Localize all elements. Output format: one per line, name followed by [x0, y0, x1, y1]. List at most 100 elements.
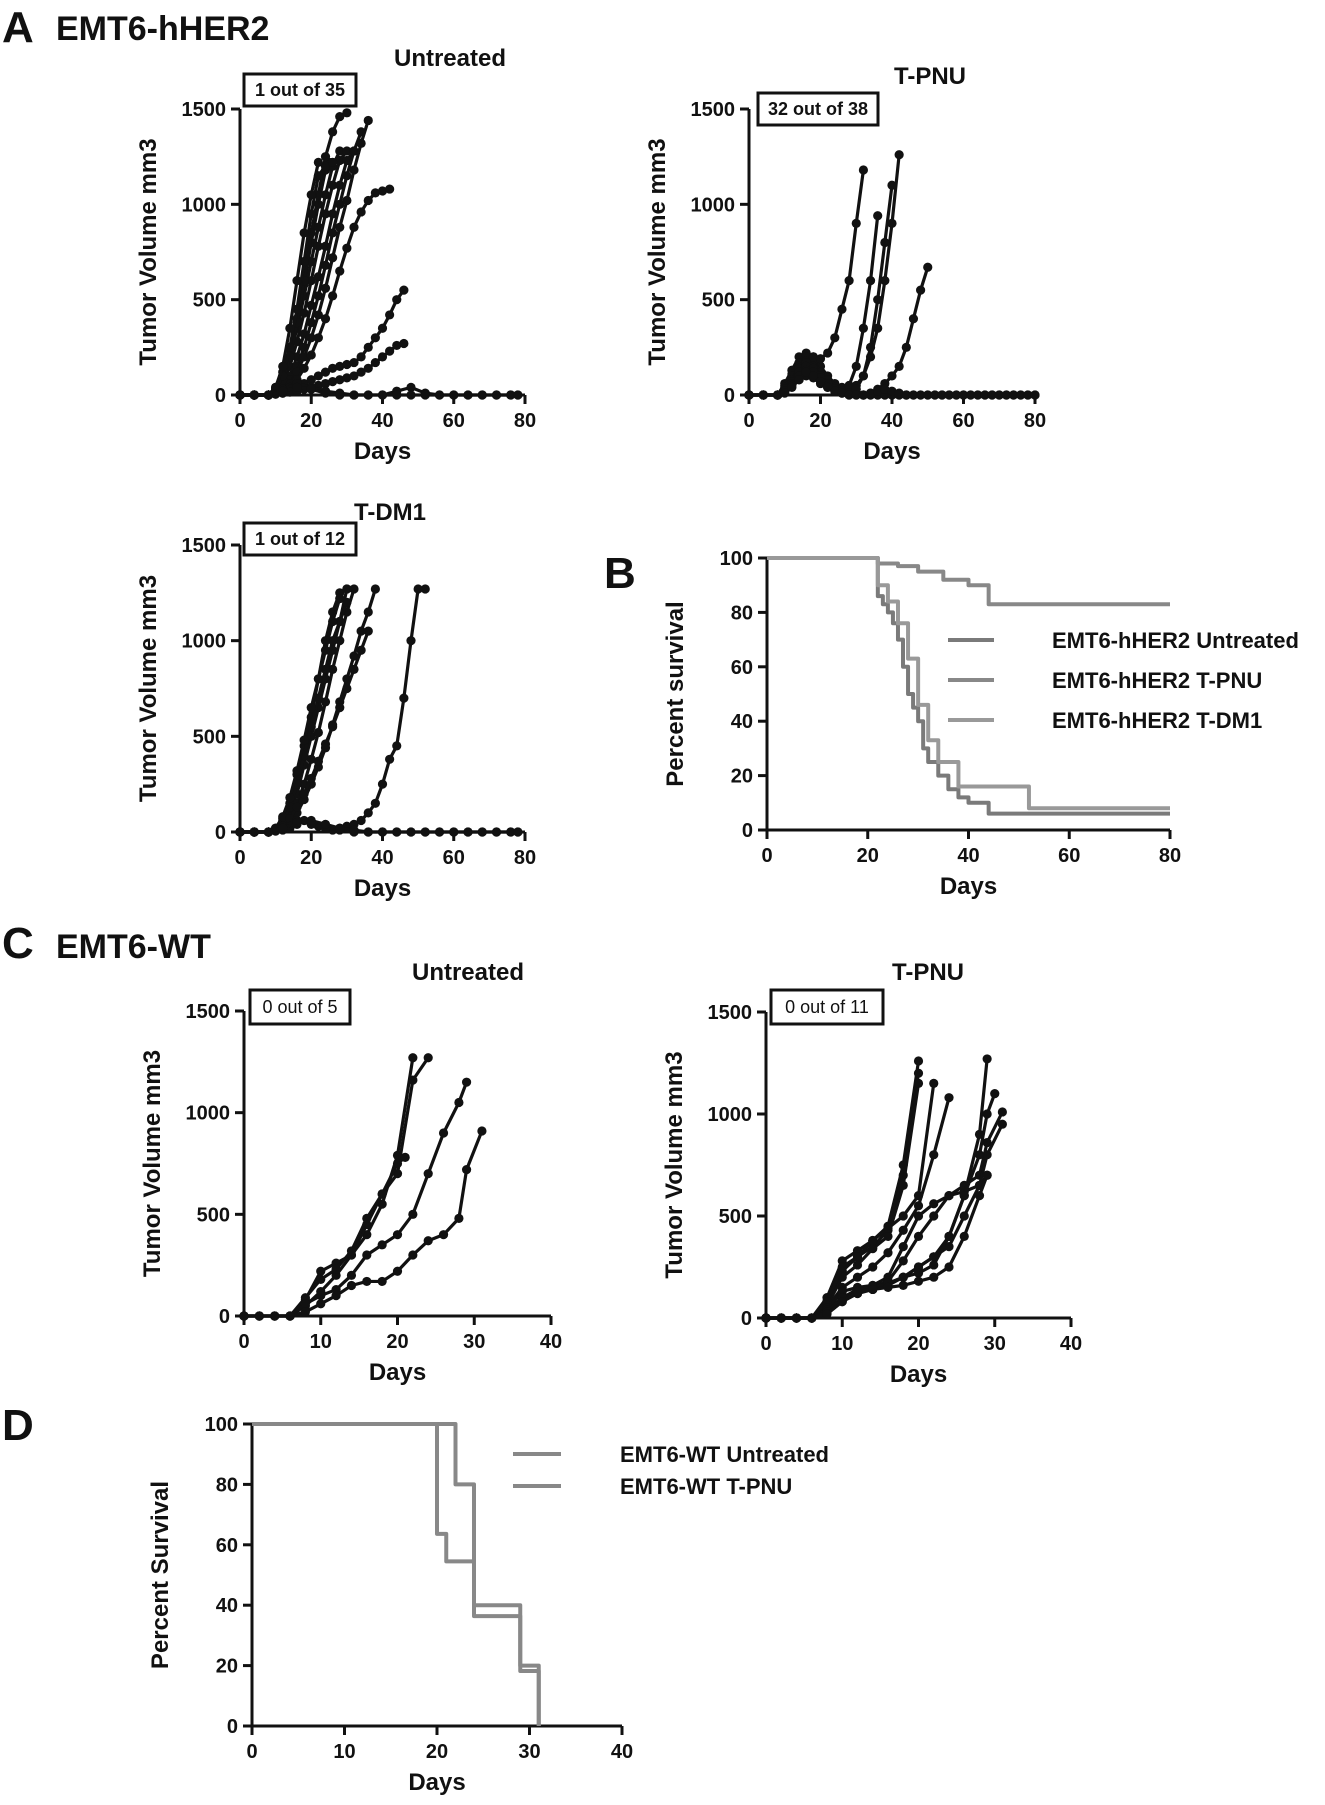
chart-a_untreated: 0 20 40 60 80 0 500 1000 1500 Days Tumor Volume mm…	[135, 45, 536, 465]
legend-label: EMT6-hHER2 T-DM1	[1052, 708, 1262, 733]
annotation-text: 32 out of 38	[768, 99, 868, 119]
y-tick-label: 500	[197, 1204, 230, 1226]
y-tick-label: 60	[731, 657, 753, 679]
data-point	[477, 827, 487, 837]
data-point	[929, 1199, 939, 1209]
data-point	[420, 827, 430, 837]
data-point	[263, 827, 274, 837]
x-tick-label: 80	[514, 847, 536, 869]
panel-heading-c: EMT6-WT	[56, 928, 211, 966]
annotation-box	[248, 988, 352, 1026]
data-point	[491, 390, 502, 400]
data-point	[913, 1211, 924, 1221]
data-point	[328, 157, 338, 167]
data-point	[342, 359, 352, 370]
data-point	[399, 338, 409, 349]
x-tick-label: 60	[952, 410, 974, 432]
data-point	[346, 1270, 357, 1280]
data-point	[363, 808, 373, 818]
data-point	[328, 209, 338, 219]
y-tick-label: 0	[215, 822, 226, 844]
data-point	[807, 1313, 817, 1323]
panel-label-b: B	[604, 549, 636, 598]
y-axis-label: Percent survival	[662, 601, 689, 786]
data-point	[363, 626, 373, 636]
data-point	[868, 1244, 878, 1254]
data-point	[292, 766, 302, 776]
chart-title: Untreated	[412, 959, 524, 986]
x-tick-label: 40	[611, 1741, 633, 1763]
annotation-box	[756, 91, 880, 127]
y-tick-label: 80	[216, 1474, 238, 1496]
data-point	[406, 636, 416, 646]
data-point	[990, 1089, 1000, 1099]
y-tick-label: 1000	[182, 631, 227, 653]
series-line	[749, 266, 930, 397]
panel-label-d: D	[2, 1401, 34, 1450]
legend-label: EMT6-hHER2 Untreated	[1052, 628, 1299, 653]
data-point	[865, 388, 876, 398]
x-axis-label: Days	[408, 1769, 465, 1796]
data-point	[506, 827, 516, 837]
data-point	[377, 390, 388, 400]
data-point	[349, 146, 359, 156]
data-point	[423, 1169, 433, 1179]
panel-label-a: A	[2, 3, 34, 52]
data-point	[449, 390, 459, 400]
data-point	[316, 1266, 326, 1276]
data-point	[385, 346, 395, 356]
data-point	[385, 310, 395, 320]
data-point	[823, 382, 833, 392]
annotation-box	[769, 988, 885, 1026]
data-point	[438, 1230, 449, 1240]
data-point	[477, 1126, 487, 1136]
data-point	[349, 825, 359, 835]
data-point	[356, 815, 366, 826]
data-point	[285, 1311, 295, 1321]
data-point	[808, 371, 818, 381]
data-point	[913, 1276, 924, 1286]
y-tick-label: 500	[193, 290, 226, 312]
data-point	[420, 584, 430, 594]
chart-title: T-PNU	[894, 63, 966, 90]
data-point	[858, 390, 869, 400]
legend-label: EMT6-WT Untreated	[620, 1442, 829, 1467]
data-point	[787, 382, 797, 392]
data-point	[944, 1191, 954, 1201]
data-point	[944, 1242, 954, 1252]
data-point	[320, 739, 331, 749]
x-tick-label: 80	[514, 410, 536, 432]
data-point	[299, 352, 309, 362]
x-tick-label: 20	[426, 1741, 448, 1763]
data-point	[1023, 390, 1033, 400]
y-tick-label: 40	[731, 711, 753, 733]
data-point	[491, 827, 502, 837]
x-tick-label: 0	[246, 1741, 257, 1763]
data-point	[908, 314, 919, 324]
x-tick-label: 10	[831, 1333, 853, 1355]
data-point	[363, 390, 373, 400]
data-point	[852, 1260, 863, 1270]
data-point	[406, 382, 416, 392]
x-tick-label: 0	[761, 845, 772, 867]
data-point	[235, 390, 245, 400]
data-point	[858, 371, 869, 381]
data-point	[513, 827, 523, 837]
data-point	[370, 798, 380, 808]
data-point	[913, 1231, 924, 1241]
data-point	[883, 1223, 893, 1233]
data-point	[356, 352, 366, 362]
data-point	[959, 1231, 969, 1241]
data-point	[937, 390, 947, 400]
data-point	[278, 361, 288, 371]
x-tick-label: 60	[443, 410, 465, 432]
data-point	[837, 1262, 847, 1272]
x-axis-label: Days	[890, 1361, 947, 1388]
data-point	[331, 1291, 341, 1301]
y-tick-label: 1500	[691, 99, 736, 121]
data-point	[851, 218, 861, 228]
chart-title: T-DM1	[354, 499, 426, 526]
data-point	[898, 1180, 908, 1190]
y-tick-label: 1000	[182, 194, 227, 216]
